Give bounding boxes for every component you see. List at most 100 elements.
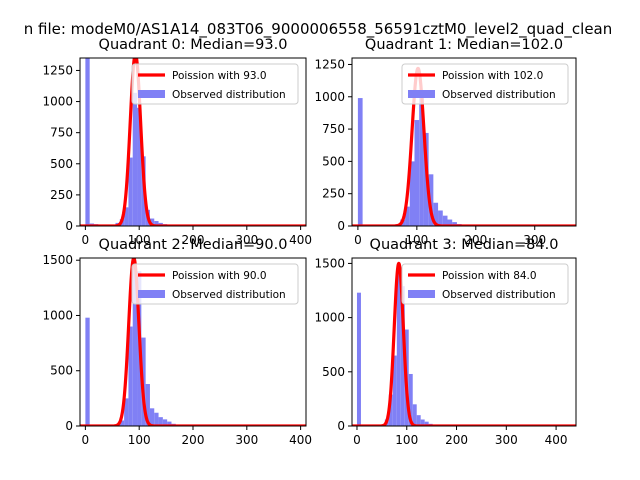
figure-suptitle: n file: modeM0/AS1A14_083T06_9000006558_…: [24, 20, 613, 39]
histogram-bar: [396, 271, 401, 426]
legend-box: [131, 263, 299, 305]
legend-bar-swatch: [138, 290, 165, 298]
y-tick-label: 500: [322, 154, 345, 168]
x-tick-label: 300: [235, 233, 258, 247]
y-tick-label: 500: [50, 157, 73, 171]
x-tick-label: 100: [128, 233, 151, 247]
histogram-bar: [154, 412, 159, 426]
x-tick-label: 300: [235, 433, 258, 447]
chart-title: Quadrant 3: Median=84.0: [370, 237, 559, 253]
legend-label-observed: Observed distribution: [442, 289, 556, 301]
y-tick-label: 1250: [314, 57, 345, 71]
y-tick-label: 1000: [42, 95, 73, 109]
x-tick-label: 0: [82, 433, 90, 447]
legend-label-poisson: Poission with 84.0: [442, 270, 537, 282]
legend-label-poisson: Poission with 90.0: [172, 270, 267, 282]
histogram-bar: [124, 207, 129, 226]
quadrant-3-chart: Quadrant 3: Median=84.0 0 100 200 300 400 0 500…: [314, 237, 577, 447]
histogram-bar: [424, 421, 429, 426]
y-tick-label: 250: [50, 188, 73, 202]
histogram-bar: [388, 394, 393, 426]
histogram-bar: [447, 219, 453, 226]
y-tick-label: 0: [65, 419, 73, 433]
y-tick-label: 750: [322, 122, 345, 136]
y-tick-label: 750: [50, 126, 73, 140]
x-tick-label: 300: [523, 233, 546, 247]
legend: Poission with 93.0 Observed distribution: [131, 63, 299, 105]
legend-box: [401, 263, 569, 305]
histogram-bar: [128, 157, 133, 226]
y-tick-label: 0: [337, 219, 345, 233]
histogram-bar: [167, 421, 172, 426]
histogram-bar: [154, 221, 159, 226]
x-tick-label: 100: [395, 433, 418, 447]
y-tick-label: 1000: [42, 308, 73, 322]
histogram-bar: [419, 96, 424, 226]
quadrant-2-chart: Quadrant 2: Median=90.0 0 100 200 300 400 0 500…: [42, 237, 312, 447]
chart-title: Quadrant 2: Median=90.0: [99, 237, 288, 253]
plot-area: [80, 258, 306, 426]
histogram-bar: [408, 373, 413, 426]
y-tick-label: 1500: [42, 253, 73, 267]
histogram-bar: [420, 419, 425, 426]
plot-area: [352, 261, 576, 426]
x-tick-label: 200: [182, 233, 205, 247]
histogram-bar: [357, 98, 363, 226]
histogram-bar: [438, 210, 443, 226]
y-tick-label: 0: [337, 419, 345, 433]
quadrant-1-chart: Quadrant 1: Median=102.0 0 100 200 300 0 250 50…: [314, 37, 577, 247]
x-tick-label: 0: [353, 433, 361, 447]
histogram-bar: [137, 107, 142, 226]
x-tick-label: 0: [354, 233, 362, 247]
poisson-curve: [352, 261, 576, 426]
histogram-bar: [412, 404, 417, 426]
x-tick-label: 400: [289, 433, 312, 447]
axes-frame: [351, 257, 577, 427]
histogram-bar: [119, 420, 125, 426]
y-tick-label: 1500: [314, 256, 345, 270]
y-tick-label: 1000: [314, 311, 345, 325]
legend-label-observed: Observed distribution: [172, 289, 286, 301]
chart-title: Quadrant 1: Median=102.0: [365, 37, 563, 53]
histogram-bar: [145, 384, 150, 426]
axes-frame: [351, 57, 577, 227]
histogram-bar: [392, 355, 397, 426]
histogram-bar: [124, 398, 129, 426]
x-tick-label: 200: [182, 433, 205, 447]
x-tick-label: 0: [82, 233, 90, 247]
legend-label-observed: Observed distribution: [442, 89, 556, 101]
y-tick-label: 250: [322, 187, 345, 201]
histogram-bar: [162, 419, 168, 426]
legend: Poission with 90.0 Observed distribution: [131, 263, 299, 305]
legend-label-observed: Observed distribution: [172, 89, 286, 101]
chart-title: Quadrant 0: Median=93.0: [99, 37, 288, 53]
histogram-bar: [433, 202, 439, 226]
y-tick-label: 1000: [314, 90, 345, 104]
histogram-bar: [416, 415, 421, 426]
histogram-bar: [400, 286, 405, 426]
legend-label-poisson: Poission with 102.0: [442, 70, 543, 82]
x-tick-label: 300: [495, 433, 518, 447]
histogram-bar: [149, 408, 155, 426]
x-tick-label: 100: [405, 233, 428, 247]
histogram-bar: [85, 317, 90, 426]
legend-label-poisson: Poission with 93.0: [172, 70, 267, 82]
legend-bar-swatch: [408, 290, 435, 298]
histogram-bar: [409, 161, 415, 226]
histogram-bar: [158, 417, 163, 426]
histogram-bar: [428, 174, 434, 226]
histogram-bar: [132, 92, 138, 226]
x-tick-label: 100: [128, 433, 151, 447]
histogram-bar: [128, 326, 133, 426]
legend-box: [131, 63, 299, 105]
histogram-bar: [414, 120, 420, 226]
x-tick-label: 400: [545, 433, 568, 447]
x-tick-label: 200: [464, 233, 487, 247]
y-tick-label: 1250: [42, 63, 73, 77]
legend: Poission with 102.0 Observed distribution: [401, 63, 569, 105]
histogram-bar: [405, 206, 410, 226]
poisson-curve: [80, 258, 306, 426]
legend-bar-swatch: [408, 90, 435, 98]
quadrant-0-chart: Quadrant 0: Median=93.0 0 100 200 300 400 0 250…: [42, 37, 312, 247]
